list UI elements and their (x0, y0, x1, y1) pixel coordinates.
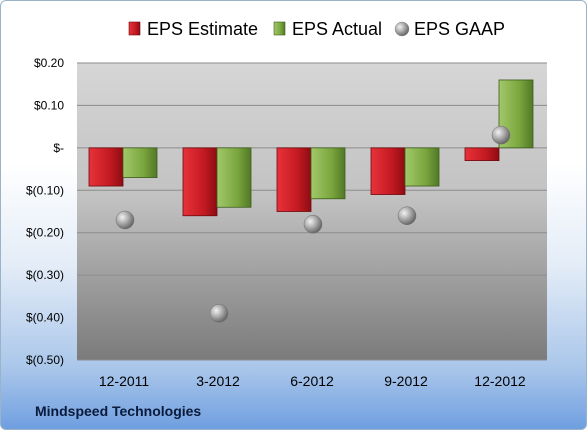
marker-eps-gaap (303, 214, 323, 234)
bar-eps-actual (216, 147, 252, 208)
x-tick-label: 12-2012 (474, 373, 526, 389)
plot-area (77, 63, 547, 360)
company-name: Mindspeed Technologies (35, 403, 202, 419)
legend-label: EPS Estimate (147, 19, 258, 39)
bar-eps-estimate (276, 147, 312, 212)
x-tick-label: 3-2012 (196, 373, 240, 389)
markers-layer (115, 125, 511, 323)
y-tick-label: $0.20 (34, 56, 64, 70)
y-axis: $0.20 $0.10 $- $(0.10) $(0.20) $(0.30) $(0.40)… (26, 56, 64, 367)
bar-eps-actual (310, 147, 346, 200)
x-tick-label: 9-2012 (384, 373, 428, 389)
bars-layer (88, 79, 534, 217)
legend-swatch-eps-actual (273, 21, 286, 36)
marker-eps-gaap (491, 125, 511, 145)
legend: EPS Estimate EPS Actual EPS GAAP (128, 19, 505, 39)
y-tick-label: $(0.20) (26, 226, 64, 240)
marker-eps-gaap (397, 206, 417, 225)
y-tick-label: $(0.40) (26, 311, 64, 325)
marker-eps-gaap (115, 210, 135, 230)
marker-eps-gaap (209, 304, 229, 323)
legend-swatch-eps-gaap (394, 21, 410, 37)
y-tick-label: $0.10 (34, 98, 64, 112)
x-tick-label: 12-2011 (99, 373, 150, 389)
x-tick-label: 6-2012 (290, 373, 334, 389)
bar-eps-estimate (370, 147, 406, 195)
bar-eps-estimate (464, 147, 500, 161)
x-axis: 12-2011 3-2012 6-2012 9-2012 12-2012 (99, 373, 526, 389)
y-tick-label: $(0.50) (26, 353, 64, 367)
y-tick-label: $(0.30) (26, 268, 64, 282)
legend-label: EPS Actual (292, 19, 382, 39)
legend-swatch-eps-estimate (128, 21, 141, 36)
bar-eps-actual (404, 147, 440, 187)
bar-eps-actual (122, 147, 158, 178)
bar-eps-estimate (88, 147, 124, 187)
bar-eps-estimate (182, 147, 218, 217)
y-tick-label: $- (53, 141, 64, 155)
legend-label: EPS GAAP (414, 19, 505, 39)
y-tick-label: $(0.10) (26, 183, 64, 197)
